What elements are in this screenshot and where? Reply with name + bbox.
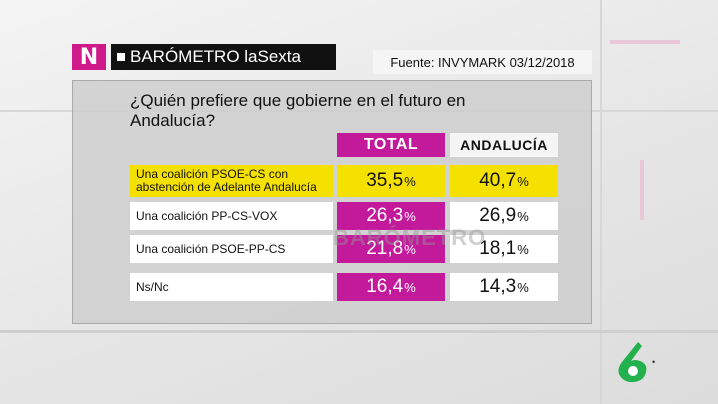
row-total-value: 16,4% — [337, 273, 445, 301]
brand-title-bar: BARÓMETRO laSexta — [111, 44, 336, 70]
brand-title: BARÓMETRO laSexta — [130, 47, 301, 66]
background-stripe — [600, 0, 602, 404]
background-accent — [640, 160, 644, 220]
row-region-value: 40,7% — [450, 165, 558, 197]
poll-question: ¿Quién prefiere que gobierne en el futur… — [130, 91, 466, 130]
source-label: Fuente: INVYMARK 03/12/2018 — [373, 50, 592, 74]
poll-panel: ¿Quién prefiere que gobierne en el futur… — [72, 80, 592, 324]
row-region-value: 26,9% — [450, 202, 558, 230]
row-region-value: 14,3% — [450, 273, 558, 301]
row-label: Una coalición PSOE-PP-CS — [130, 235, 333, 263]
background-accent — [610, 40, 680, 44]
row-total-value: 21,8% — [337, 235, 445, 263]
square-bullet-icon — [117, 53, 125, 61]
row-total-value: 35,5% — [337, 165, 445, 197]
column-header-region: ANDALUCÍA — [450, 133, 558, 157]
background-watermark: BARÓMETRO — [333, 225, 487, 250]
brand-logo: N — [72, 44, 106, 70]
row-label: Una coalición PSOE-CS con abstención de … — [130, 165, 333, 197]
channel-logo-mark: • — [652, 357, 656, 367]
row-total-value: 26,3% — [337, 202, 445, 230]
row-region-value: 18,1% — [450, 235, 558, 263]
channel-logo-icon — [618, 342, 647, 383]
row-label: Ns/Nc — [130, 273, 333, 301]
background-stripe — [0, 330, 718, 333]
column-header-total: TOTAL — [337, 133, 445, 157]
row-label: Una coalición PP-CS-VOX — [130, 202, 333, 230]
